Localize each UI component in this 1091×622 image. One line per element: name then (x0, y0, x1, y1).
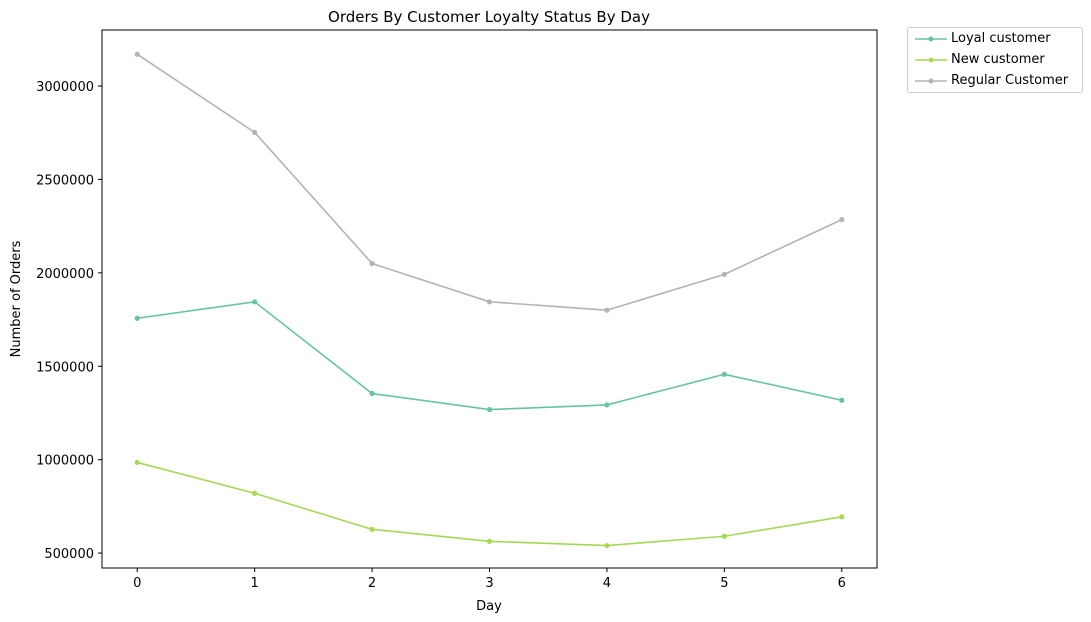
legend-item-regular: Regular Customer (908, 71, 1082, 91)
x-tick-label: 5 (720, 576, 728, 591)
data-point-regular-customer (721, 271, 727, 277)
data-point-loyal-customer (252, 299, 258, 305)
legend-swatch-loyal (915, 36, 947, 42)
legend: Loyal customer New customer Regular Cust… (907, 27, 1083, 93)
x-tick-label: 0 (133, 576, 141, 591)
data-point-loyal-customer (134, 315, 140, 321)
legend-item-loyal: Loyal customer (908, 29, 1082, 49)
y-tick-label: 500000 (44, 547, 94, 562)
data-point-loyal-customer (721, 371, 727, 377)
data-point-new-customer (604, 542, 610, 549)
y-axis-label: Number of Orders (9, 240, 24, 357)
data-point-new-customer (369, 526, 375, 532)
data-point-regular-customer (839, 217, 845, 223)
legend-item-new: New customer (908, 50, 1082, 70)
data-point-new-customer (721, 533, 727, 539)
data-point-regular-customer (369, 260, 375, 267)
data-point-regular-customer (134, 51, 140, 57)
legend-label-new: New customer (951, 52, 1045, 67)
series-layer (134, 51, 845, 549)
data-point-loyal-customer (369, 390, 375, 397)
x-axis-label: Day (476, 599, 502, 614)
chart-title: Orders By Customer Loyalty Status By Day (328, 8, 650, 26)
data-point-regular-customer (252, 129, 258, 135)
y-tick-label: 2000000 (36, 267, 94, 282)
x-axis: 0 1 2 3 4 5 6 (133, 568, 846, 591)
data-point-new-customer (252, 490, 258, 496)
y-tick-label: 1000000 (36, 454, 94, 469)
x-tick-label: 6 (838, 576, 846, 591)
y-tick-label: 1500000 (36, 360, 94, 375)
x-tick-label: 2 (368, 576, 376, 591)
legend-label-loyal: Loyal customer (951, 31, 1051, 46)
data-point-loyal-customer (839, 397, 845, 403)
x-tick-label: 4 (603, 576, 611, 591)
data-point-regular-customer (604, 307, 610, 313)
data-point-loyal-customer (486, 406, 493, 413)
legend-label-regular: Regular Customer (951, 73, 1069, 88)
plot-area (101, 29, 878, 569)
x-tick-label: 3 (485, 576, 493, 591)
x-tick-label: 1 (251, 576, 259, 591)
y-axis: 500000 1000000 1500000 2000000 2500000 300000… (36, 80, 102, 562)
legend-swatch-new (915, 57, 947, 63)
y-tick-label: 2500000 (36, 173, 94, 188)
data-point-new-customer (486, 538, 493, 544)
data-point-new-customer (839, 514, 845, 520)
data-point-regular-customer (486, 299, 493, 305)
y-tick-label: 3000000 (36, 80, 94, 95)
data-point-loyal-customer (604, 402, 610, 408)
legend-swatch-regular (915, 78, 947, 84)
data-point-new-customer (134, 459, 140, 466)
